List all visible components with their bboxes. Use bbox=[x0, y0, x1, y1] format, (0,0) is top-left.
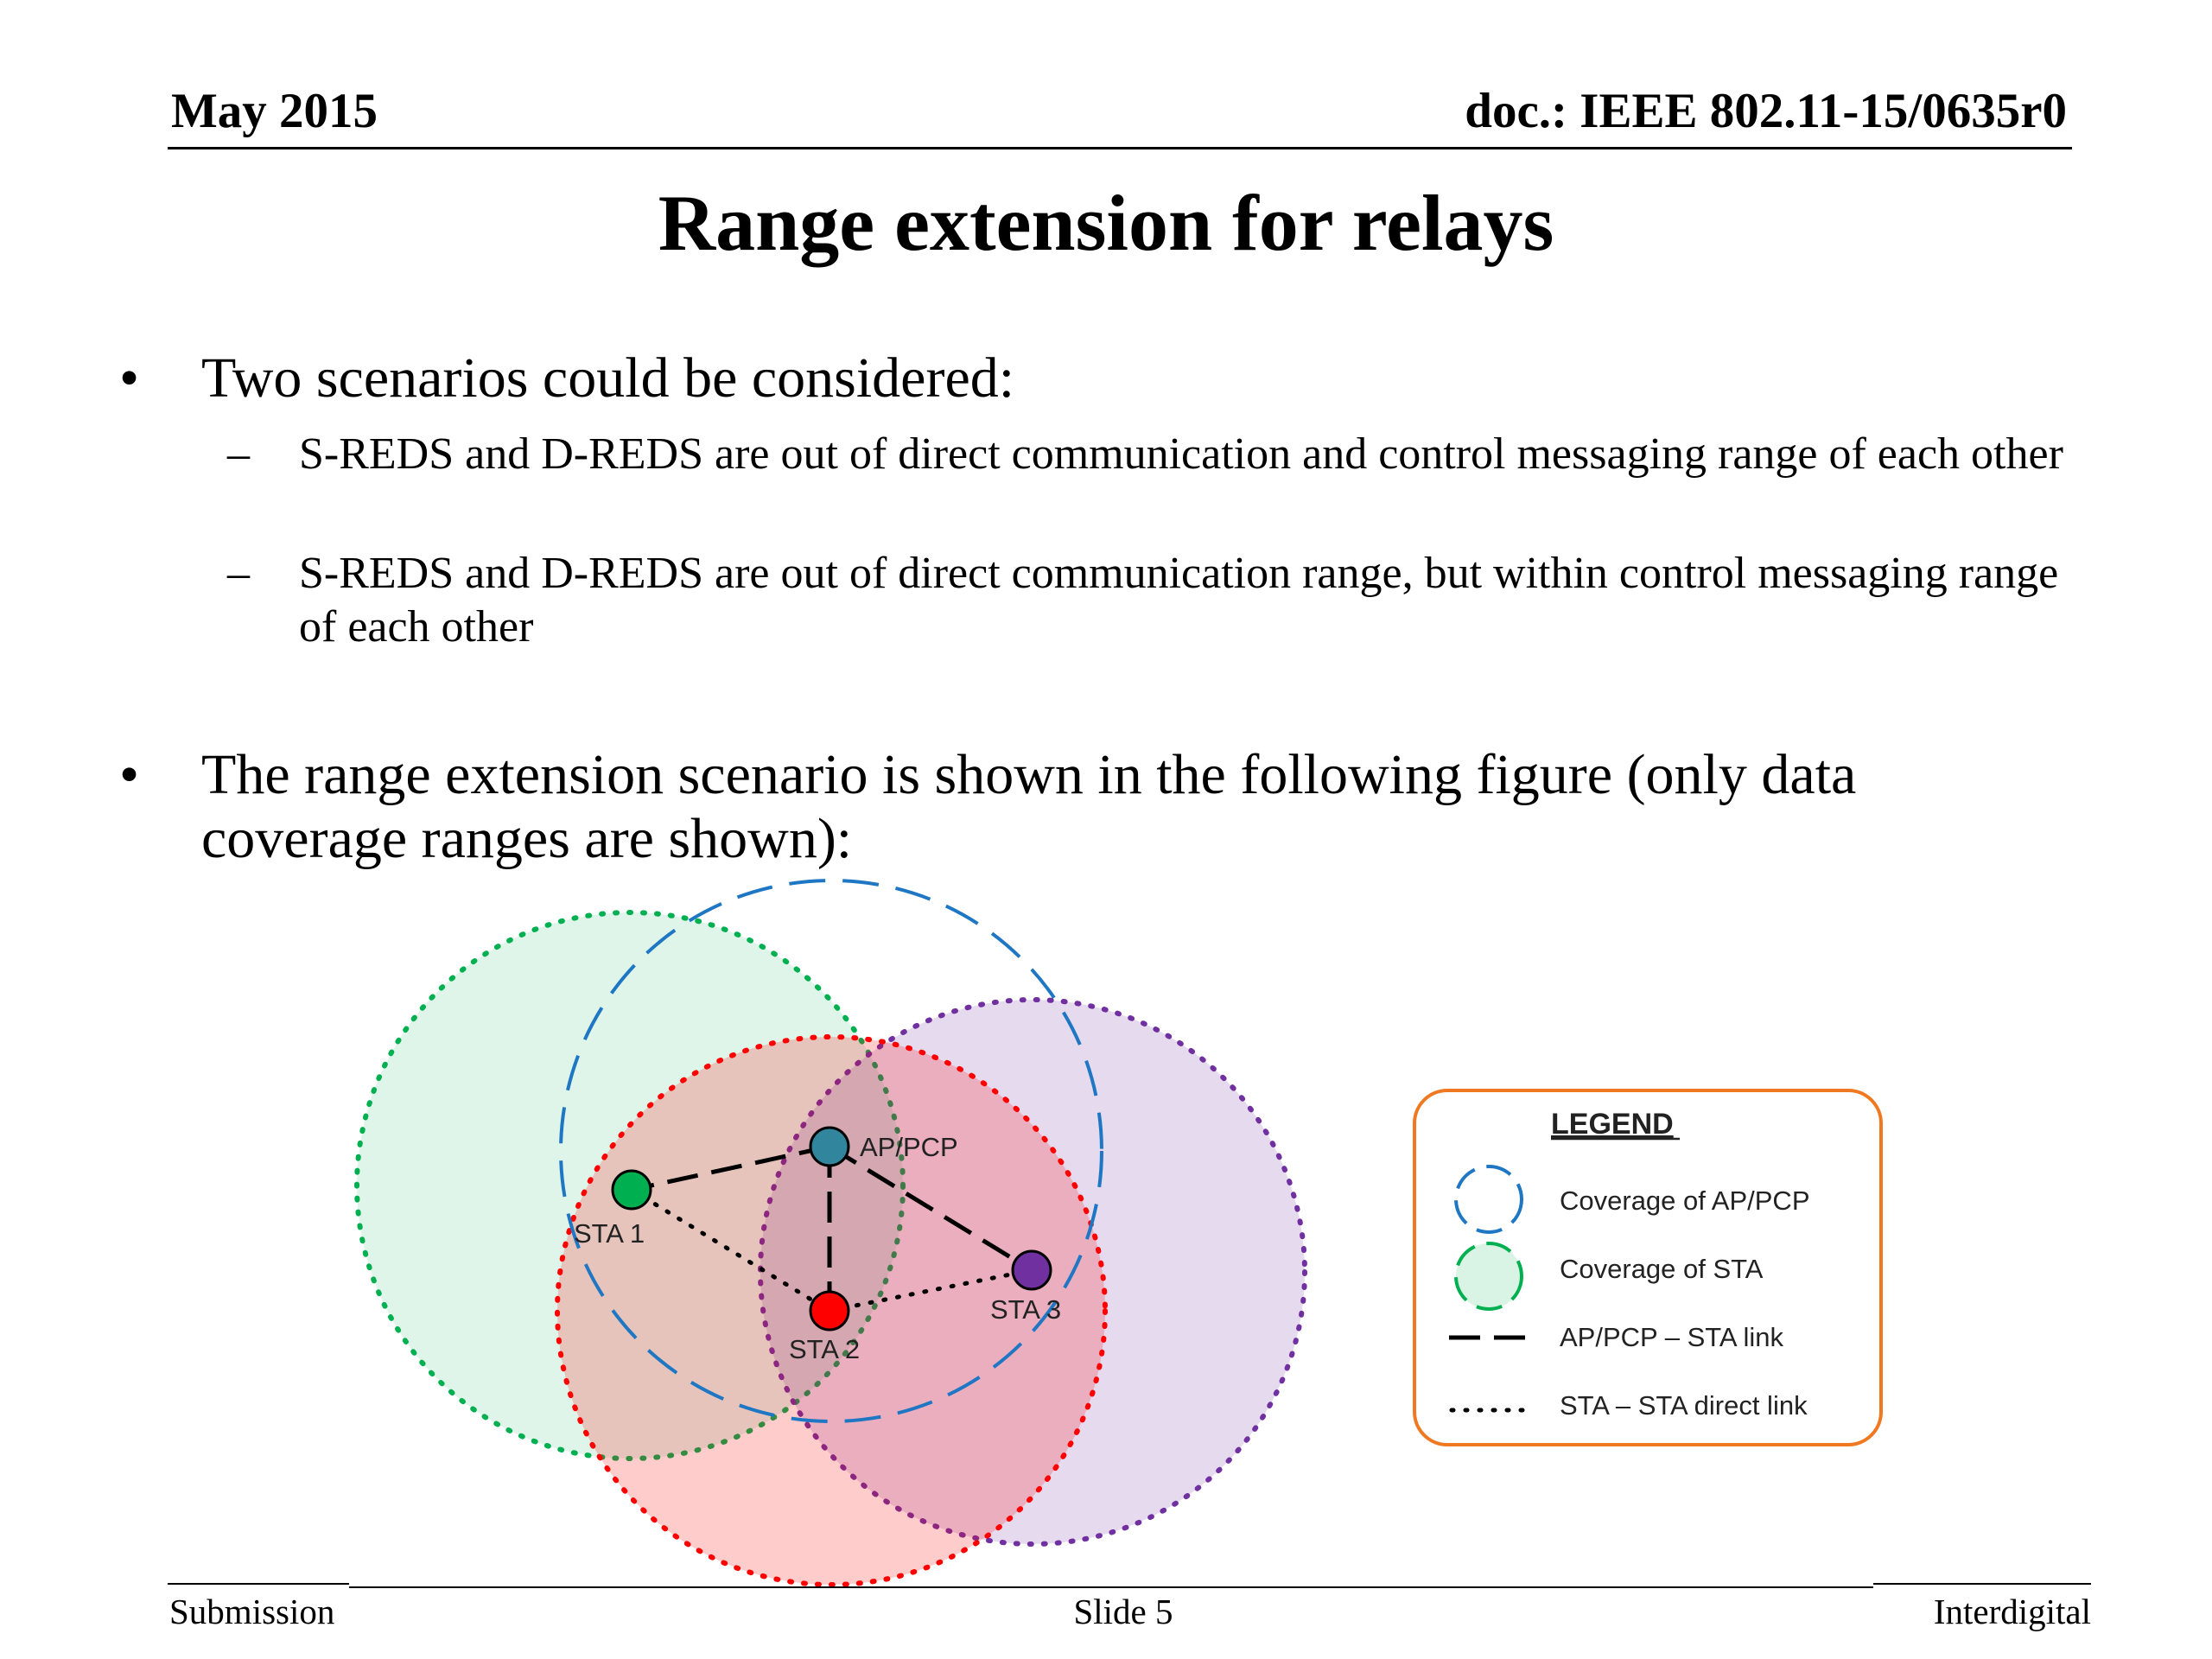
sub-bullet-item: – S-REDS and D-REDS are out of direct co… bbox=[227, 428, 2079, 481]
legend-sta-coverage-swatch bbox=[1454, 1242, 1523, 1311]
legend-item-sta-sta-link: STA – STA direct link bbox=[1560, 1390, 1808, 1421]
footer-rule-right bbox=[1873, 1583, 2091, 1585]
ap-label: AP/PCP bbox=[860, 1132, 958, 1162]
bullet-mark: • bbox=[119, 346, 140, 410]
bullet-text: The range extension scenario is shown in… bbox=[201, 743, 1857, 870]
footer-rule-left bbox=[168, 1583, 349, 1585]
footer-slide-number: Slide 5 bbox=[1073, 1592, 1173, 1631]
ap-sta1-link bbox=[631, 1144, 830, 1192]
ap-sta3-link bbox=[828, 1144, 1033, 1273]
sta2-node bbox=[809, 1290, 850, 1332]
bullet-item: • Two scenarios could be considered: bbox=[119, 350, 1014, 407]
legend-title: LEGEND bbox=[1551, 1108, 1674, 1141]
sta1-sta2-direct-link bbox=[629, 1187, 832, 1313]
header-date: May 2015 bbox=[171, 84, 378, 138]
sta2-label: STA 2 bbox=[789, 1334, 860, 1364]
footer-rule bbox=[349, 1586, 1873, 1588]
header-doc-id: doc.: IEEE 802.11-15/0635r0 bbox=[1465, 84, 2067, 138]
ap-node bbox=[809, 1126, 850, 1167]
sta1-label: STA 1 bbox=[574, 1218, 645, 1249]
legend: LEGEND Coverage of AP/PCP Coverage of ST… bbox=[1413, 1089, 1883, 1446]
bullet-mark: • bbox=[119, 743, 140, 806]
sub-bullet-item: – S-REDS and D-REDS are out of direct co… bbox=[227, 547, 2079, 654]
sub-bullet-text: S-REDS and D-REDS are out of direct comm… bbox=[299, 549, 2059, 652]
legend-item-ap-coverage: Coverage of AP/PCP bbox=[1560, 1185, 1810, 1216]
footer-submission: Submission bbox=[169, 1592, 335, 1631]
legend-item-ap-sta-link: AP/PCP – STA link bbox=[1560, 1322, 1784, 1352]
sta3-label: STA 3 bbox=[990, 1294, 1061, 1325]
sta3-node bbox=[1011, 1249, 1052, 1291]
sub-bullet-text: S-REDS and D-REDS are out of direct comm… bbox=[299, 429, 2063, 479]
dash-mark: – bbox=[227, 549, 250, 598]
legend-ap-coverage-swatch bbox=[1454, 1165, 1523, 1234]
sta1-node bbox=[611, 1169, 652, 1211]
bullet-item: • The range extension scenario is shown … bbox=[119, 743, 2016, 871]
legend-item-sta-coverage: Coverage of STA bbox=[1560, 1254, 1764, 1284]
bullet-text: Two scenarios could be considered: bbox=[201, 346, 1015, 410]
dash-mark: – bbox=[227, 429, 250, 479]
slide-title: Range extension for relays bbox=[658, 179, 1554, 267]
header-rule bbox=[168, 147, 2072, 149]
legend-box bbox=[1413, 1089, 1883, 1446]
ap-coverage-area bbox=[559, 879, 1103, 1423]
footer-company: Interdigital bbox=[1933, 1592, 2091, 1631]
